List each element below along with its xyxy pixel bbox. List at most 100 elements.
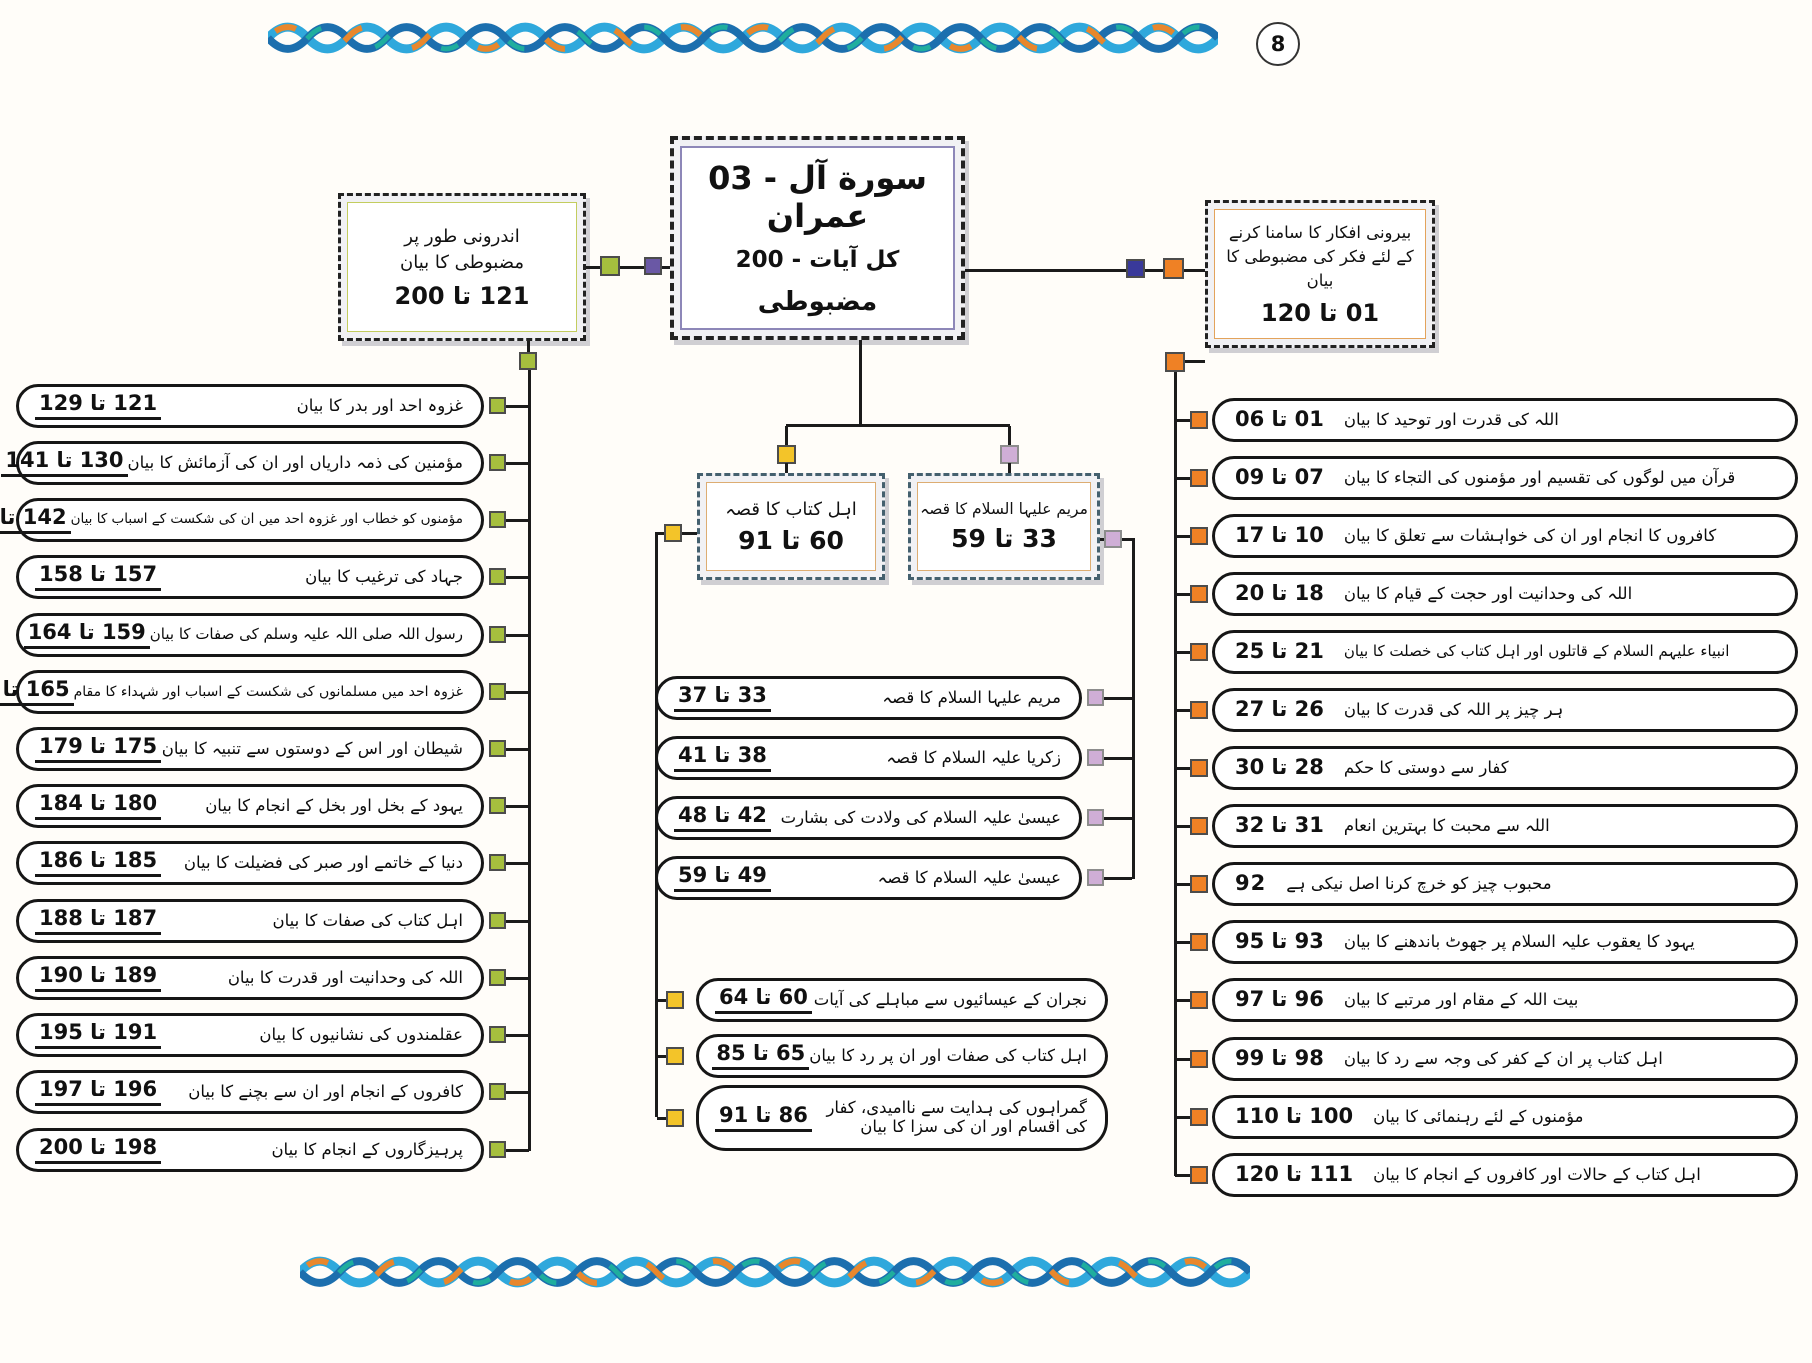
ahl-kitab-topic-pill: اہل کتاب کی صفات اور ان پر رد کا بیان 65… [696,1034,1108,1078]
orange-node-square [1190,585,1208,603]
connector-line [1175,1058,1190,1061]
orange-node-square [1163,258,1184,279]
verse-range: 07 تا 09 [1235,464,1324,489]
verse-range: 121 تا 129 [35,392,162,420]
green-node-square [489,683,506,700]
right-topic-pill: کافروں کا انجام اور ان کی خواہشات سے تعل… [1212,514,1798,558]
topic-text: اہل کتاب پر ان کے کفر کی وجہ سے رد کا بی… [1343,1048,1663,1068]
maryam-topic-pill: مریم علیہا السلام کا قصہ 33 تا 37 [655,676,1082,720]
connector-line [682,532,697,535]
ahl-kitab-box: اہل کتاب کا قصہ 60 تا 91 [697,473,885,580]
verse-range: 175 تا 179 [35,735,162,763]
orange-node-square [1190,701,1208,719]
right-topic-pill: اہل کتاب پر ان کے کفر کی وجہ سے رد کا بی… [1212,1037,1798,1081]
connector-line [506,576,529,579]
topic-text: محبوب چیز کو خرچ کرنا اصل نیکی ہے [1286,873,1552,893]
topic-text: قرآن میں لوگوں کی تقسیم اور مؤمنوں کی ال… [1343,467,1736,487]
surah-total-ayat: کل آیات - 200 [735,247,900,273]
yellow-node-square [666,1109,684,1127]
orange-node-square [1190,991,1208,1009]
orange-node-square [1190,1108,1208,1126]
bottom-wave-border [300,1256,1250,1288]
left-topic-pill: جہاد کی ترغیب کا بیان 157 تا 158 [16,555,484,599]
right-topic-pill: اہل کتاب کے حالات اور کافروں کے انجام کا… [1212,1153,1798,1197]
verse-range: 49 تا 59 [674,864,771,892]
connector-line [1008,463,1011,473]
green-node-square [489,969,506,986]
verse-range: 28 تا 30 [1235,754,1324,779]
green-node-square [489,397,506,414]
green-node-square [489,568,506,585]
topic-text: عقلمندوں کی نشانیوں کا بیان [259,1024,463,1044]
right-topic-pill: انبیاء علیہم السلام کے قاتلوں اور اہل کت… [1212,630,1798,674]
connector-line [1175,941,1190,944]
orange-node-square [1190,469,1208,487]
verse-range: 65 تا 85 [712,1042,810,1070]
verse-range: 185 تا 186 [35,849,162,877]
verse-range: 92 [1235,870,1267,895]
verse-range: 159 تا 164 [23,621,150,649]
connector-line [1175,883,1190,886]
topic-text: اہل کتاب کے حالات اور کافروں کے انجام کا… [1373,1164,1701,1184]
verse-range: 93 تا 95 [1235,928,1324,953]
connector-line [586,266,670,269]
verse-range: 26 تا 27 [1235,696,1324,721]
connector-line [1122,538,1134,541]
topic-text: بیت اللہ کے مقام اور مرتبے کا بیان [1343,989,1579,1009]
topic-text: پرہیزگاروں کے انجام کا بیان [271,1139,463,1159]
topic-text: زکریا علیہ السلام کا قصہ [886,747,1061,767]
topic-text: ہر چیز پر اللہ کی قدرت کا بیان [1343,699,1564,719]
connector-line [1104,817,1132,820]
verse-range: 01 تا 06 [1235,406,1324,431]
maryam-title: مریم علیہا السلام کا قصہ [920,500,1088,518]
verse-range: 98 تا 99 [1235,1045,1324,1070]
page-number: 8 [1270,32,1286,56]
right-topic-pill: مؤمنوں کے لئے رہنمائی کا بیان 100 تا 110 [1212,1095,1798,1139]
topic-text: انبیاء علیہم السلام کے قاتلوں اور اہل کت… [1343,642,1730,661]
right-topic-pill: محبوب چیز کو خرچ کرنا اصل نیکی ہے 92 [1212,862,1798,906]
verse-range: 187 تا 188 [35,907,162,935]
green-node-square [489,1026,506,1043]
ahl-kitab-topic-pill: گمراہوں کی ہدایت سے ناامیدی، کفار کی اقس… [696,1085,1108,1151]
left-topic-pill: رسول اللہ صلی اللہ علیہ وسلم کی صفات کا … [16,613,484,657]
right-branch-range: 01 تا 120 [1260,298,1380,327]
topic-text: اہل کتاب کی صفات کا بیان [272,910,464,930]
connector-line [506,691,529,694]
lavender-node-square [1000,445,1019,464]
topic-text: عیسیٰ علیہ السلام کی ولادت کی بشارت [780,807,1061,827]
lavender-node-square [1087,749,1104,766]
connector-line [657,1055,666,1058]
right-topic-pill: اللہ کی وحدانیت اور حجت کے قیام کا بیان … [1212,572,1798,616]
connector-line [657,1117,666,1120]
verse-range: 157 تا 158 [35,563,162,591]
right-branch-heading-1: بیرونی افکار کا سامنا کرنے [1228,223,1412,243]
topic-text: مؤمنوں کے لئے رہنمائی کا بیان [1373,1106,1584,1126]
green-node-square [489,740,506,757]
verse-range: 96 تا 97 [1235,986,1324,1011]
branch-spine [1174,372,1177,1176]
connector-line [506,920,529,923]
connector-line [506,1149,529,1152]
verse-range: 33 تا 37 [674,684,771,712]
verse-range: 21 تا 25 [1235,638,1324,663]
left-topic-pill: شیطان اور اس کے دوستوں سے تنبیہ کا بیان … [16,727,484,771]
verse-range: 191 تا 195 [35,1021,162,1049]
topic-text: اللہ سے محبت کا بہترین انعام [1343,815,1550,835]
verse-range: 165 تا 174 [0,678,74,706]
maryam-topic-pill: عیسیٰ علیہ السلام کی ولادت کی بشارت 42 ت… [655,796,1082,840]
right-topic-pill: قرآن میں لوگوں کی تقسیم اور مؤمنوں کی ال… [1212,456,1798,500]
surah-title: 03 - سورة آل عمران [708,159,927,235]
topic-text: کفار سے دوستی کا حکم [1343,757,1509,777]
connector-line [657,999,666,1002]
connector-line [1175,1174,1190,1177]
verse-range: 198 تا 200 [35,1136,162,1164]
orange-node-square [1190,933,1208,951]
top-wave-border [268,22,1218,54]
connector-line [1175,535,1190,538]
ahl-kitab-topic-pill: نجران کے عیسائیوں سے مباہلے کی آیات 60 ت… [696,978,1108,1022]
verse-range: 86 تا 91 [715,1104,812,1132]
left-branch-heading-2: مضبوطی کا بیان [400,252,524,273]
left-topic-pill: اللہ کی وحدانیت اور قدرت کا بیان 189 تا … [16,956,484,1000]
left-topic-pill: یہود کے بخل اور بخل کے انجام کا بیان 180… [16,784,484,828]
left-topic-pill: کافروں کے انجام اور ان سے بچنے کا بیان 1… [16,1070,484,1114]
